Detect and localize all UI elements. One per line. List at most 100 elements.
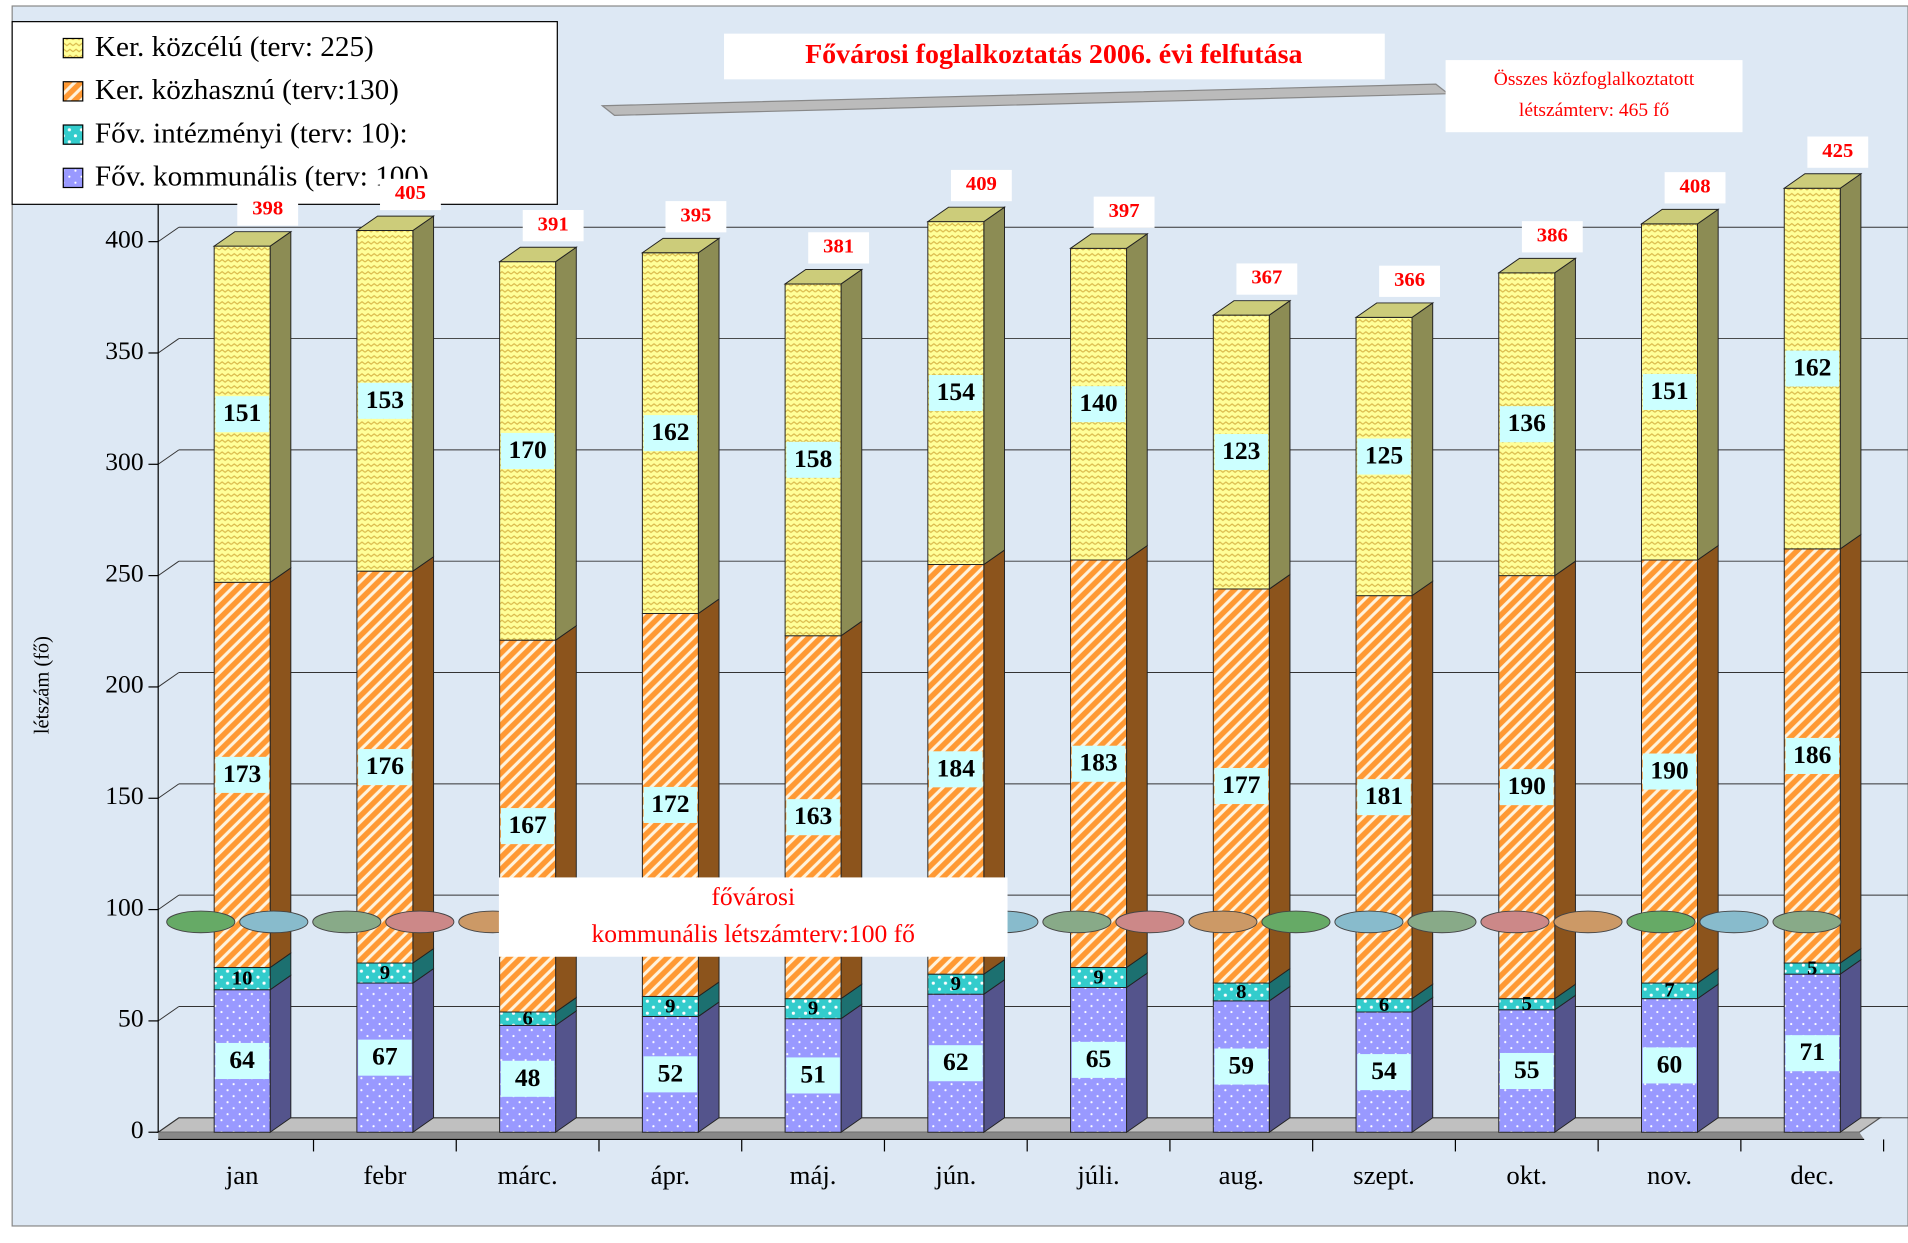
value-label: 9 <box>951 973 961 995</box>
value-label: 177 <box>1222 771 1261 799</box>
value-label: 6 <box>522 1008 532 1030</box>
bar-side <box>413 216 434 571</box>
value-label: 9 <box>1093 966 1103 988</box>
garland-leaf <box>313 911 381 933</box>
value-label: 9 <box>665 995 675 1017</box>
value-label: 162 <box>651 418 689 446</box>
bar-side <box>841 270 862 636</box>
x-tick-label: okt. <box>1506 1160 1547 1190</box>
value-label: 67 <box>372 1043 398 1071</box>
value-label: 65 <box>1086 1045 1112 1073</box>
x-tick-label: aug. <box>1219 1160 1264 1190</box>
value-label: 54 <box>1371 1057 1397 1085</box>
bar-side <box>1555 561 1576 998</box>
value-label: 186 <box>1793 741 1831 769</box>
value-label: 52 <box>658 1059 684 1087</box>
y-tick-label: 150 <box>105 782 143 810</box>
page: {"chart_data": { "type": "stacked-bar-3d… <box>0 0 1908 1243</box>
x-tick-label: márc. <box>498 1160 558 1190</box>
value-label: 154 <box>937 378 976 406</box>
legend-label: Ker. közcélú (terv: 225) <box>95 31 374 63</box>
value-label: 163 <box>794 802 832 830</box>
value-label: 140 <box>1079 389 1117 417</box>
bar-side <box>698 1002 719 1132</box>
x-tick-label: jún. <box>934 1160 976 1190</box>
bar-side <box>1412 998 1433 1133</box>
annotation: fővárosi <box>711 883 795 911</box>
chart-title: Fővárosi foglalkoztatás 2006. évi felfut… <box>805 39 1303 70</box>
bar-side <box>1840 960 1861 1133</box>
bar-side <box>413 969 434 1133</box>
value-label: 183 <box>1079 749 1117 777</box>
bar-side <box>270 568 291 968</box>
y-tick-label: 250 <box>105 560 143 588</box>
value-label: 48 <box>515 1064 541 1092</box>
x-tick-label: szept. <box>1353 1160 1415 1190</box>
value-label: 71 <box>1799 1038 1825 1066</box>
y-tick-label: 300 <box>105 448 143 476</box>
total-label: 398 <box>252 198 283 220</box>
garland-leaf <box>1043 911 1111 933</box>
legend-swatch <box>63 168 82 187</box>
floor-front <box>158 1132 1864 1139</box>
annotation: kommunális létszámterv:100 fő <box>592 920 915 948</box>
value-label: 173 <box>223 760 261 788</box>
value-label: 8 <box>1236 981 1246 1003</box>
bar-side <box>1555 258 1576 575</box>
value-label: 9 <box>808 998 818 1020</box>
bar-side <box>556 247 577 640</box>
legend-swatch <box>63 38 82 57</box>
garland-leaf <box>1773 911 1841 933</box>
bar-side <box>1127 234 1148 560</box>
bar-side <box>1697 984 1718 1132</box>
value-label: 181 <box>1365 782 1403 810</box>
garland-leaf <box>1116 911 1184 933</box>
y-tick-label: 350 <box>105 337 143 365</box>
value-label: 176 <box>366 752 404 780</box>
x-tick-label: dec. <box>1790 1160 1834 1190</box>
garland-leaf <box>1554 911 1622 933</box>
value-label: 6 <box>1379 994 1389 1016</box>
y-tick-label: 50 <box>118 1005 144 1033</box>
value-label: 64 <box>229 1046 255 1074</box>
legend-swatch <box>63 125 82 144</box>
value-label: 125 <box>1365 442 1403 470</box>
garland-leaf <box>1189 911 1257 933</box>
value-label: 51 <box>800 1061 826 1089</box>
value-label: 151 <box>1650 377 1688 405</box>
total-label: 425 <box>1822 140 1853 162</box>
legend-label: Főv. intézményi (terv: 10): <box>95 118 408 150</box>
total-label: 366 <box>1394 269 1425 291</box>
value-label: 7 <box>1664 980 1674 1002</box>
garland-leaf <box>1481 911 1549 933</box>
y-axis-label: létszám (fő) <box>31 636 53 734</box>
legend-label: Ker. közhasznú (terv:130) <box>95 74 399 106</box>
annotation: Összes közfoglalkoztatott <box>1494 69 1695 90</box>
value-label: 123 <box>1222 437 1260 465</box>
bar-side <box>984 207 1005 564</box>
value-label: 153 <box>366 386 404 414</box>
value-label: 170 <box>508 436 546 464</box>
garland-leaf <box>1262 911 1330 933</box>
total-label: 408 <box>1680 176 1711 198</box>
total-label: 381 <box>823 236 854 258</box>
garland-leaf <box>1408 911 1476 933</box>
bar-side <box>270 975 291 1132</box>
value-label: 60 <box>1657 1051 1683 1079</box>
bar-side <box>270 232 291 583</box>
value-label: 10 <box>232 968 253 990</box>
y-tick-label: 400 <box>105 226 143 254</box>
bar-side <box>984 980 1005 1132</box>
y-tick-label: 200 <box>105 671 143 699</box>
y-tick-label: 0 <box>131 1116 144 1144</box>
value-label: 162 <box>1793 354 1831 382</box>
x-tick-label: febr <box>363 1160 406 1190</box>
value-label: 136 <box>1508 409 1546 437</box>
bar-side <box>1127 546 1148 968</box>
value-label: 172 <box>651 790 689 818</box>
value-label: 9 <box>380 962 390 984</box>
value-label: 62 <box>943 1048 969 1076</box>
bar-side <box>1412 581 1433 998</box>
bar-side <box>1127 973 1148 1132</box>
x-tick-label: júli. <box>1076 1160 1119 1190</box>
